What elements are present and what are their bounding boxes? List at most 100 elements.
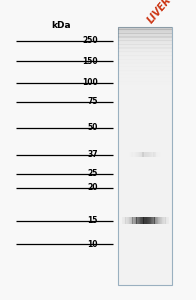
Text: kDa: kDa [51, 21, 71, 30]
Text: 20: 20 [87, 183, 98, 192]
Bar [118, 49, 172, 50]
Bar [118, 44, 172, 45]
Bar [118, 51, 172, 52]
Bar [118, 32, 172, 34]
Bar [118, 81, 172, 83]
Bar [158, 152, 159, 157]
Bar [118, 66, 172, 67]
Bar [160, 152, 161, 157]
Bar [118, 47, 172, 49]
Bar [118, 62, 172, 64]
Bar [118, 62, 172, 63]
Bar [129, 152, 130, 157]
Bar [118, 73, 172, 74]
Bar [118, 77, 172, 79]
Bar [148, 217, 149, 224]
Text: 10: 10 [87, 240, 98, 249]
Bar [143, 217, 144, 224]
Bar [162, 217, 163, 224]
Bar [118, 61, 172, 62]
Bar [118, 36, 172, 37]
Bar [159, 217, 160, 224]
Bar [118, 41, 172, 42]
Bar [118, 79, 172, 80]
Bar [118, 60, 172, 61]
Bar [158, 217, 159, 224]
Bar [138, 217, 139, 224]
Bar [152, 152, 153, 157]
Bar [122, 217, 123, 224]
Bar [132, 152, 133, 157]
Bar [118, 86, 172, 87]
Bar [118, 76, 172, 78]
Bar [118, 36, 172, 38]
Bar [118, 48, 172, 49]
Bar [136, 217, 137, 224]
Bar [118, 28, 172, 30]
Bar [118, 43, 172, 44]
Bar [156, 152, 157, 157]
Bar [118, 44, 172, 45]
Bar [118, 51, 172, 52]
Text: 25: 25 [88, 169, 98, 178]
Bar [144, 152, 145, 157]
Bar [118, 54, 172, 55]
Bar [139, 152, 140, 157]
Bar [125, 217, 126, 224]
Bar [142, 152, 143, 157]
Bar [139, 217, 140, 224]
Bar [118, 84, 172, 85]
Bar [118, 74, 172, 75]
Bar [118, 70, 172, 71]
Bar [118, 32, 172, 33]
Bar [152, 217, 153, 224]
Bar [150, 217, 151, 224]
Bar [123, 217, 124, 224]
Bar [118, 40, 172, 41]
Bar [130, 217, 131, 224]
Bar [160, 217, 161, 224]
Text: 75: 75 [87, 98, 98, 106]
Bar [118, 59, 172, 60]
Bar [141, 217, 142, 224]
Bar [126, 217, 127, 224]
Bar [118, 42, 172, 43]
Bar [131, 217, 132, 224]
Bar [118, 64, 172, 65]
Bar [118, 31, 172, 32]
Bar [150, 152, 151, 157]
Bar [118, 89, 172, 90]
Bar [118, 53, 172, 54]
Bar [118, 35, 172, 36]
Bar [118, 76, 172, 77]
Bar [118, 47, 172, 48]
Bar [148, 152, 149, 157]
Bar [155, 217, 156, 224]
Bar [147, 152, 148, 157]
Bar [118, 37, 172, 38]
Bar [118, 33, 172, 34]
Bar [118, 85, 172, 86]
Bar [127, 217, 128, 224]
Bar [118, 58, 172, 60]
Bar [133, 152, 134, 157]
Bar [118, 38, 172, 39]
Bar [118, 52, 172, 53]
Bar [118, 80, 172, 82]
Bar [136, 152, 137, 157]
Bar [131, 152, 132, 157]
Bar [118, 66, 172, 68]
Bar [118, 56, 172, 57]
Bar [128, 217, 129, 224]
Bar [144, 152, 145, 157]
Bar [135, 152, 136, 157]
Bar [118, 68, 172, 69]
Bar [164, 217, 165, 224]
Bar [159, 152, 160, 157]
Bar [118, 45, 172, 46]
Bar [140, 217, 141, 224]
Bar [157, 152, 158, 157]
Bar [141, 152, 142, 157]
Bar [118, 58, 172, 59]
Bar [135, 217, 136, 224]
